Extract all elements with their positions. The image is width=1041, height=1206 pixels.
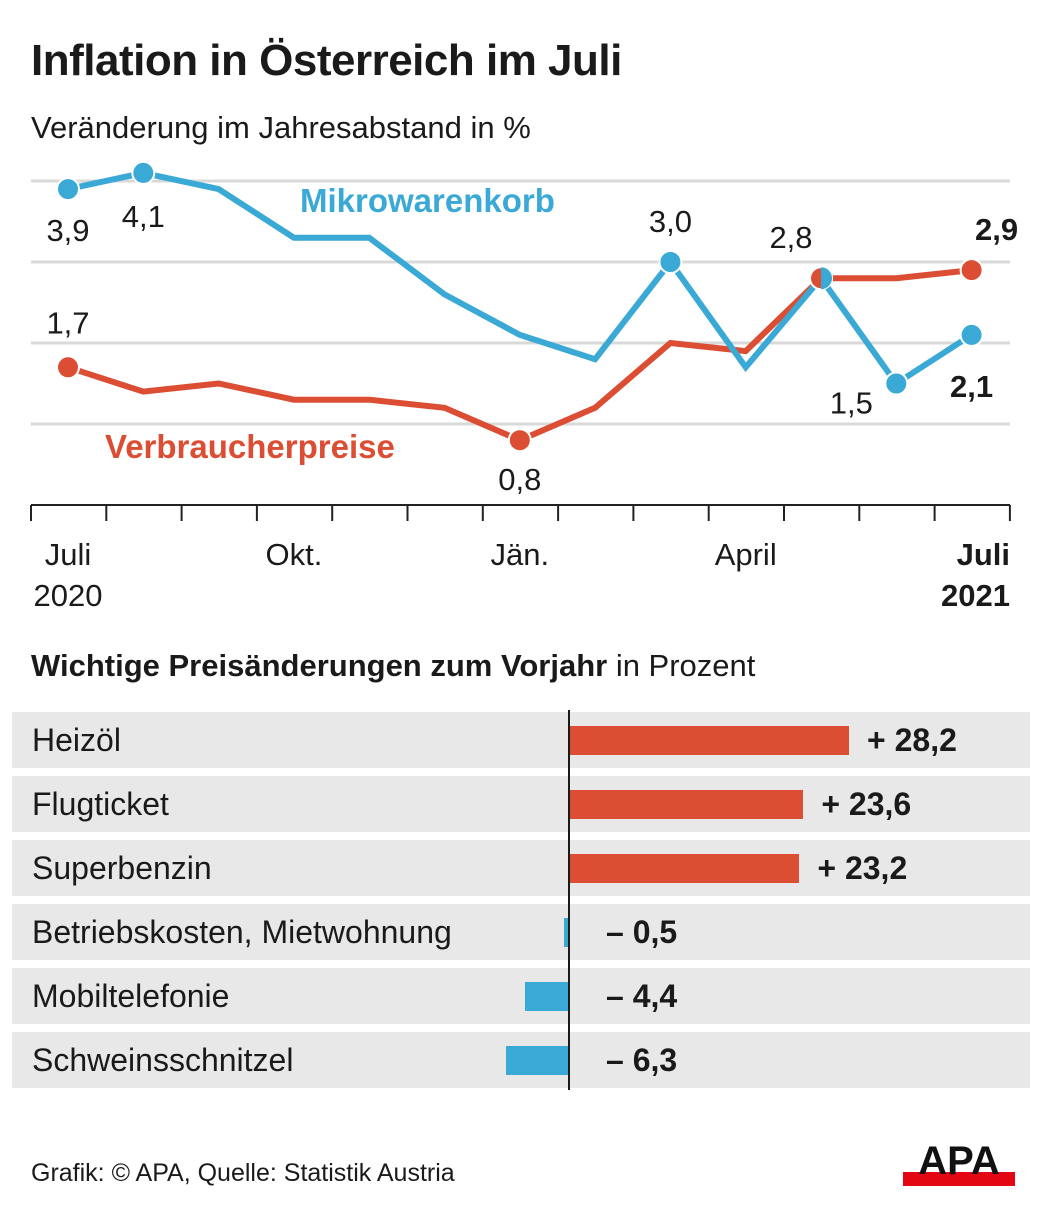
data-point-marker-overlap (821, 267, 833, 290)
bar-category-label: Heizöl (32, 722, 121, 758)
data-point-marker (131, 160, 156, 185)
bar-row: Flugticket + 23,6 (12, 776, 1030, 832)
data-point-marker (56, 177, 80, 202)
logo-red-bar (903, 1172, 1015, 1186)
data-label: 4,1 (122, 199, 165, 234)
bar-row: Superbenzin + 23,2 (12, 840, 1030, 896)
bar-value-label: + 23,6 (821, 786, 912, 822)
data-point-marker (959, 258, 984, 283)
bar-category-label: Flugticket (32, 786, 169, 822)
x-tick-label: Juli (957, 537, 1010, 572)
bar-value-label: + 23,2 (817, 850, 908, 886)
series-name-mikrowarenkorb: Mikrowarenkorb (300, 182, 555, 219)
bar-row: Betriebskosten, Mietwohnung – 0,5 (12, 904, 1030, 960)
bar-row: Mobiltelefonie – 4,4 (12, 968, 1030, 1024)
bar-row: Schweinsschnitzel – 6,3 (12, 1032, 1030, 1088)
data-point-marker (507, 428, 532, 453)
x-tick-label-year: 2021 (941, 578, 1010, 613)
data-label: 2,9 (975, 212, 1018, 247)
bar-chart-title: Wichtige Preisänderungen zum Vorjahr in … (31, 648, 755, 684)
data-label: 3,9 (46, 213, 89, 248)
bar (569, 790, 804, 819)
chart-subtitle: Veränderung im Jahresabstand in % (31, 110, 531, 145)
data-point-marker (884, 371, 909, 396)
logo-text: APA (918, 1140, 999, 1183)
data-label: 1,5 (830, 386, 873, 421)
line-chart: Juli 2020 Okt. Jän. April Juli 2021 3,9 4,1 3,0 1,… (30, 160, 1018, 613)
bar-value-label: – 4,4 (606, 978, 678, 1014)
data-label: 2,1 (950, 369, 993, 404)
x-tick-label: Jän. (490, 537, 549, 572)
x-tick-label-year: 2020 (34, 578, 103, 613)
chart-title: Inflation in Österreich im Juli (31, 36, 622, 85)
bar (525, 982, 569, 1011)
bar-category-label: Superbenzin (32, 850, 212, 886)
bar-chart-title-bold: Wichtige Preisänderungen zum Vorjahr (31, 648, 608, 683)
bar-category-label: Mobiltelefonie (32, 978, 230, 1014)
data-label: 0,8 (498, 462, 541, 497)
bar-value-label: + 28,2 (867, 722, 957, 758)
data-point-marker (56, 355, 80, 380)
bar (564, 918, 569, 947)
bar-value-label: – 6,3 (606, 1042, 678, 1078)
data-point-marker (658, 250, 683, 274)
x-tick-label: Juli (45, 537, 92, 572)
x-tick-label: April (715, 537, 777, 572)
bar (569, 854, 800, 883)
data-label: 1,7 (46, 305, 89, 340)
data-point-marker (959, 322, 984, 347)
bar-zero-line (568, 710, 570, 1090)
x-tick-label: Okt. (265, 537, 322, 572)
bar-category-label: Schweinsschnitzel (32, 1042, 294, 1078)
bar-category-label: Betriebskosten, Mietwohnung (32, 914, 452, 950)
bar (506, 1046, 569, 1075)
bar-value-label: – 0,5 (606, 914, 678, 950)
data-label: 2,8 (769, 220, 812, 255)
data-label: 3,0 (649, 204, 692, 239)
apa-logo: APA (903, 1140, 1015, 1186)
bar (569, 726, 850, 755)
bar-row: Heizöl + 28,2 (12, 712, 1030, 768)
source-credit: Grafik: © APA, Quelle: Statistik Austria (31, 1159, 455, 1187)
series-name-verbraucherpreise: Verbraucherpreise (105, 428, 395, 465)
bar-chart-title-unit: in Prozent (607, 648, 756, 683)
